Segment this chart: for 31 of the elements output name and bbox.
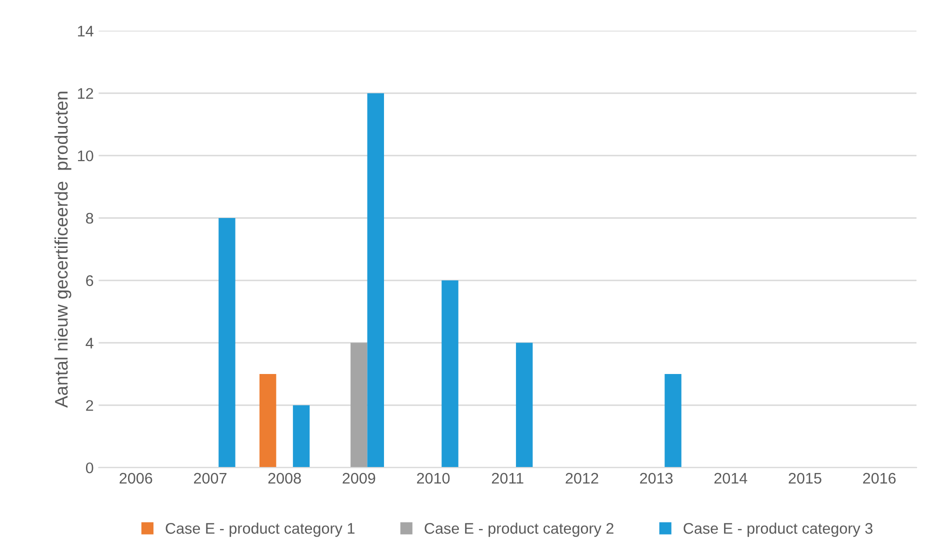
bar xyxy=(367,93,384,468)
bar xyxy=(350,342,368,468)
bar xyxy=(516,342,533,468)
bar xyxy=(664,374,682,468)
bar xyxy=(292,405,310,468)
x-tick-label: 2011 xyxy=(492,472,524,484)
y-axis-title: Aantal nieuw gecertificeerde producten xyxy=(54,92,72,408)
bar xyxy=(259,374,276,468)
x-tick-label: 2015 xyxy=(788,472,822,484)
x-tick-label: 2008 xyxy=(268,472,301,484)
y-tick-label: 8 xyxy=(86,212,94,224)
y-tick-label: 4 xyxy=(86,338,94,348)
y-tick-label: 14 xyxy=(78,26,94,36)
bar xyxy=(218,218,236,468)
y-tick-label: 12 xyxy=(78,88,94,99)
x-tick-label: 2013 xyxy=(640,472,673,484)
legend-label: Case E - product category 1 xyxy=(166,522,354,537)
x-tick-label: 2014 xyxy=(714,472,748,484)
x-tick-label: 2016 xyxy=(863,472,896,484)
bar xyxy=(442,280,458,468)
legend-label: Case E - product category 2 xyxy=(424,522,614,537)
x-tick-label: 2012 xyxy=(566,472,598,484)
y-tick-label: 6 xyxy=(86,275,94,286)
x-tick-label: 2006 xyxy=(120,472,152,484)
x-tick-label: 2010 xyxy=(417,472,450,484)
x-tick-label: 2007 xyxy=(194,472,226,484)
y-tick-label: 0 xyxy=(86,462,94,474)
y-tick-label: 10 xyxy=(78,150,94,162)
y-tick-label: 2 xyxy=(86,400,94,411)
legend-label: Case E - product category 3 xyxy=(684,522,872,537)
x-tick-label: 2009 xyxy=(342,472,376,484)
